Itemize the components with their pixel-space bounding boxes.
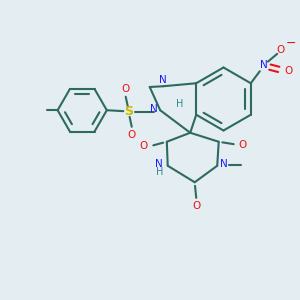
Text: N: N: [155, 159, 163, 169]
Text: O: O: [284, 66, 292, 76]
Text: H: H: [176, 99, 183, 109]
Text: O: O: [192, 201, 200, 211]
Text: −: −: [286, 37, 296, 50]
Text: H: H: [156, 167, 163, 177]
Text: O: O: [128, 130, 136, 140]
Text: O: O: [122, 84, 130, 94]
Text: N: N: [150, 104, 158, 114]
Text: O: O: [277, 45, 285, 55]
Text: O: O: [140, 141, 148, 151]
Text: N: N: [220, 159, 228, 169]
Text: O: O: [238, 140, 247, 150]
Text: N: N: [260, 60, 268, 70]
Text: N: N: [159, 75, 167, 85]
Text: S: S: [124, 105, 133, 118]
